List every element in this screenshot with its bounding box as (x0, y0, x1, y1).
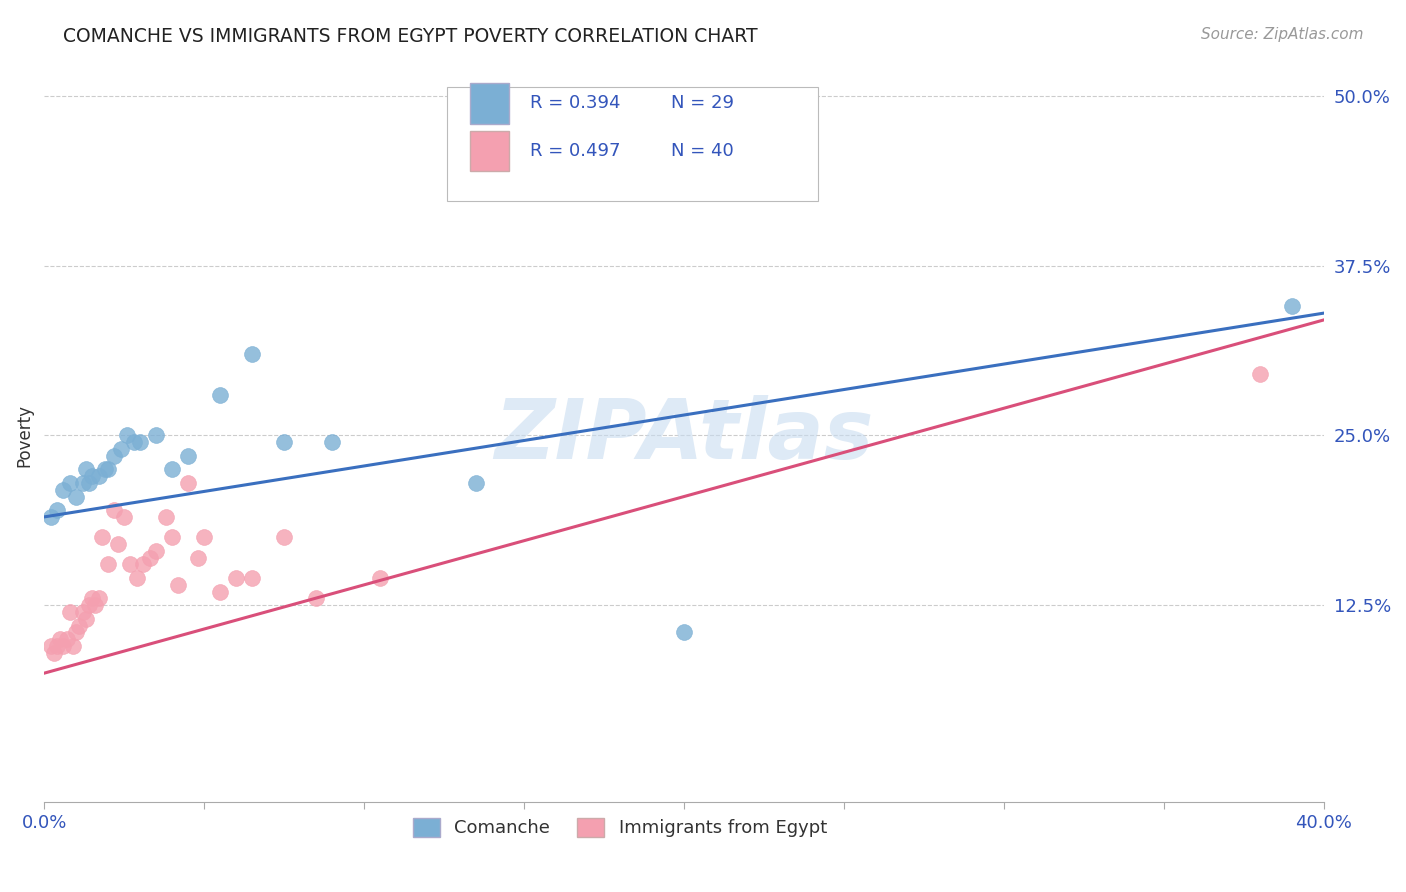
Point (112, 510, 135, 524)
Y-axis label: Poverty: Poverty (15, 404, 32, 467)
Point (209, 584, 232, 599)
Point (65, 490, 87, 504)
Point (225, 571, 247, 585)
Point (77, 599, 100, 613)
Point (67, 618, 90, 632)
Point (39, 510, 62, 524)
Point (125, 571, 148, 585)
Point (97, 462, 120, 476)
Point (155, 510, 177, 524)
Point (145, 544, 167, 558)
Text: COMANCHE VS IMMIGRANTS FROM EGYPT POVERTY CORRELATION CHART: COMANCHE VS IMMIGRANTS FROM EGYPT POVERT… (63, 27, 758, 45)
Point (129, 435, 152, 450)
Point (72, 475, 94, 490)
Point (145, 428, 167, 442)
Point (75, 612, 97, 626)
Point (193, 530, 215, 544)
FancyBboxPatch shape (470, 131, 509, 171)
Point (90, 530, 112, 544)
Point (240, 571, 263, 585)
Point (273, 435, 295, 450)
Point (167, 578, 190, 592)
Point (42, 646, 65, 660)
Point (368, 571, 391, 585)
Point (59, 605, 82, 619)
Point (94, 462, 117, 476)
Point (87, 591, 110, 606)
Point (1281, 299, 1303, 313)
Point (87, 469, 110, 483)
FancyBboxPatch shape (447, 87, 818, 201)
Point (138, 550, 160, 565)
Point (240, 347, 263, 361)
Point (321, 435, 343, 450)
Point (39, 639, 62, 653)
Point (513, 184, 536, 198)
Point (177, 449, 200, 463)
Point (59, 475, 82, 490)
Point (52, 639, 75, 653)
Text: ZIPAtlas: ZIPAtlas (495, 395, 873, 476)
Text: R = 0.497: R = 0.497 (530, 142, 621, 160)
Point (1249, 368, 1271, 382)
Point (62, 639, 84, 653)
Point (82, 469, 104, 483)
Point (209, 387, 232, 401)
Point (122, 435, 145, 450)
Point (160, 530, 183, 544)
Point (305, 591, 328, 606)
Point (187, 550, 209, 565)
Point (82, 591, 104, 606)
Point (45, 639, 67, 653)
Point (273, 530, 295, 544)
Point (672, 625, 695, 640)
Text: N = 40: N = 40 (671, 142, 734, 160)
Text: N = 29: N = 29 (671, 95, 734, 112)
Point (107, 537, 129, 551)
Text: R = 0.394: R = 0.394 (530, 95, 621, 112)
Point (72, 605, 94, 619)
Point (77, 475, 100, 490)
Legend: Comanche, Immigrants from Egypt: Comanche, Immigrants from Egypt (406, 811, 834, 845)
Point (110, 442, 132, 456)
Point (45, 503, 67, 517)
Point (84, 599, 107, 613)
Point (75, 462, 97, 476)
Point (65, 625, 87, 640)
Point (177, 475, 200, 490)
Point (55, 632, 77, 647)
Point (103, 449, 125, 463)
Point (465, 475, 488, 490)
Point (132, 558, 155, 572)
Point (103, 503, 125, 517)
Point (160, 462, 183, 476)
FancyBboxPatch shape (470, 83, 509, 124)
Text: Source: ZipAtlas.com: Source: ZipAtlas.com (1201, 27, 1364, 42)
Point (120, 558, 142, 572)
Point (97, 558, 120, 572)
Point (117, 428, 139, 442)
Point (49, 632, 72, 647)
Point (52, 483, 75, 497)
